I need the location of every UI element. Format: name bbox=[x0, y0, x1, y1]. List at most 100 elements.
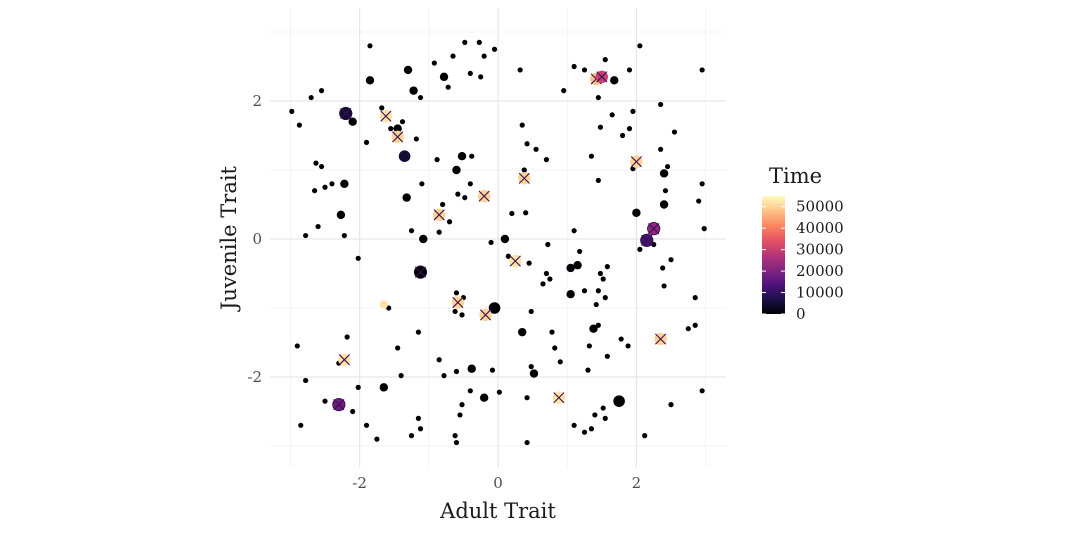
data-point bbox=[658, 146, 664, 152]
data-point bbox=[329, 181, 335, 187]
data-point bbox=[595, 94, 601, 101]
data-point bbox=[340, 179, 349, 188]
data-point bbox=[467, 70, 473, 76]
highlighted-point bbox=[379, 109, 393, 123]
data-point bbox=[661, 283, 667, 289]
cross-marker bbox=[648, 223, 660, 235]
data-point bbox=[318, 163, 325, 170]
y-tick-label: 0 bbox=[252, 230, 262, 248]
data-point bbox=[597, 124, 604, 130]
data-point bbox=[303, 377, 309, 384]
cross-marker bbox=[518, 172, 530, 184]
data-point bbox=[453, 368, 460, 375]
data-point bbox=[363, 139, 370, 145]
data-point bbox=[408, 433, 415, 439]
y-tick-label: 2 bbox=[252, 92, 262, 110]
data-point bbox=[604, 353, 610, 359]
data-point bbox=[395, 345, 401, 351]
data-point bbox=[452, 165, 461, 175]
data-point bbox=[545, 241, 551, 248]
data-point bbox=[453, 290, 460, 296]
data-point bbox=[528, 364, 534, 370]
cross-marker bbox=[479, 309, 492, 321]
data-point bbox=[388, 126, 394, 132]
highlighted-points bbox=[332, 70, 667, 412]
legend: Time 0 10000 20000 30000 40000 50000 bbox=[762, 164, 844, 323]
data-points bbox=[289, 39, 707, 446]
data-point bbox=[585, 367, 591, 373]
data-point bbox=[403, 65, 413, 75]
data-point bbox=[452, 433, 458, 439]
data-point bbox=[609, 112, 615, 118]
data-point bbox=[379, 105, 385, 111]
data-point bbox=[455, 191, 461, 197]
data-point bbox=[549, 329, 555, 335]
data-point bbox=[402, 193, 411, 202]
data-point bbox=[604, 264, 610, 270]
data-point bbox=[467, 364, 476, 373]
data-point bbox=[613, 395, 625, 407]
data-point bbox=[419, 181, 425, 187]
x-axis-title: Adult Trait bbox=[439, 499, 556, 523]
highlighted-point bbox=[477, 190, 491, 203]
data-point bbox=[489, 367, 496, 373]
data-point bbox=[467, 388, 473, 394]
data-point bbox=[664, 163, 671, 170]
highlighted-point bbox=[509, 254, 522, 268]
data-point bbox=[441, 373, 447, 379]
data-point bbox=[586, 343, 592, 349]
data-point bbox=[440, 201, 446, 208]
cross-marker bbox=[392, 131, 404, 143]
cross-marker bbox=[338, 354, 350, 366]
data-point bbox=[610, 76, 619, 85]
highlighted-point bbox=[479, 308, 492, 322]
data-point bbox=[379, 300, 389, 309]
data-point bbox=[289, 108, 295, 114]
cross-marker bbox=[655, 333, 667, 345]
data-point bbox=[668, 402, 674, 408]
data-point bbox=[365, 76, 375, 85]
data-point bbox=[660, 265, 666, 271]
data-point bbox=[524, 141, 530, 147]
cross-marker bbox=[433, 209, 445, 221]
data-point bbox=[592, 412, 598, 418]
data-point bbox=[478, 74, 484, 80]
data-point bbox=[662, 188, 669, 194]
data-point bbox=[318, 88, 325, 94]
y-axis-title: Juvenile Trait bbox=[217, 165, 241, 312]
data-point bbox=[588, 426, 595, 432]
highlighted-point bbox=[451, 296, 465, 309]
cross-marker bbox=[596, 71, 608, 83]
data-point bbox=[452, 308, 458, 315]
data-point bbox=[296, 122, 302, 128]
data-point bbox=[581, 67, 588, 73]
highlighted-point bbox=[432, 208, 446, 222]
data-point bbox=[699, 67, 705, 73]
data-point bbox=[699, 388, 705, 394]
cross-marker bbox=[452, 296, 464, 309]
data-point bbox=[595, 322, 601, 328]
legend-label: 10000 bbox=[796, 284, 844, 302]
data-point bbox=[566, 290, 575, 299]
data-point bbox=[581, 429, 588, 435]
data-point bbox=[462, 195, 468, 201]
data-point bbox=[312, 188, 318, 194]
legend-title: Time bbox=[769, 164, 822, 188]
data-point bbox=[500, 234, 510, 244]
data-point bbox=[523, 210, 529, 216]
data-point bbox=[618, 336, 624, 342]
data-point bbox=[315, 223, 321, 230]
data-point bbox=[696, 198, 702, 204]
data-point bbox=[543, 157, 550, 163]
x-tick-label: 2 bbox=[632, 474, 642, 492]
data-point bbox=[363, 422, 370, 428]
data-point bbox=[671, 129, 678, 135]
data-point bbox=[543, 270, 550, 277]
data-point bbox=[374, 436, 380, 442]
data-point bbox=[571, 63, 577, 70]
data-point bbox=[439, 72, 449, 82]
highlighted-point bbox=[339, 106, 353, 121]
data-point bbox=[589, 324, 598, 333]
cross-marker bbox=[509, 255, 521, 267]
data-point bbox=[517, 67, 523, 73]
